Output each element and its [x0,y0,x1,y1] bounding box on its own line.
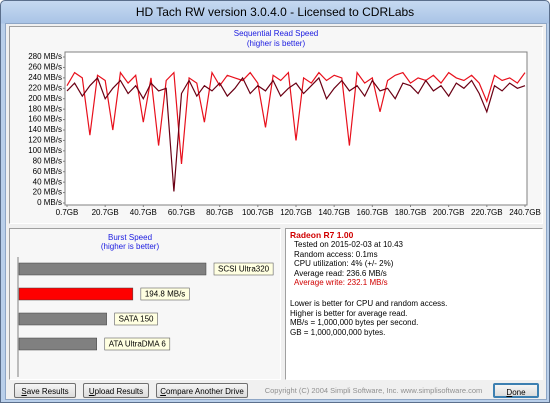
y-tick-label: 20 MB/s [33,188,62,197]
speed-line [66,76,526,192]
chart-title: Sequential Read Speed [234,29,319,38]
speed-line [66,70,526,164]
bar [18,262,207,276]
seq-panel: Sequential Read Speed (higher is better) 0… [9,26,543,224]
burst-panel: Burst Speed (higher is better) SCSI Ultra3… [9,228,281,380]
burst-chart: Burst Speed(higher is better) SCSI Ultra3… [17,233,274,377]
result-line: Average write: 232.1 MB/s [294,278,388,288]
x-tick-label: 40.7GB [130,208,157,217]
x-tick-label: 120.7GB [280,208,312,217]
bar-label: SCSI Ultra320 [218,265,270,274]
x-tick-label: 20.7GB [92,208,119,217]
y-tick-label: 140 MB/s [28,125,62,134]
note: GB = 1,000,000,000 bytes. [290,327,386,337]
button[interactable]: Compare Another Drive [156,383,248,398]
label-box [114,312,158,326]
y-tick-label: 60 MB/s [33,167,62,176]
y-tick-label: 80 MB/s [33,156,62,165]
x-tick-label: 220.7GB [471,208,503,217]
bar [18,337,97,351]
y-tick-label: 40 MB/s [33,177,62,186]
bar [18,287,134,301]
y-tick-label: 0 MB/s [37,198,62,207]
window-title: HD Tach RW version 3.0.4.0 - Licensed to… [135,5,415,19]
result-line: CPU utilization: 4% (+/- 2%) [294,259,394,269]
y-tick-label: 280 MB/s [28,52,62,61]
label-box [213,262,274,276]
done-button[interactable]: Done [493,383,539,398]
y-tick-label: 200 MB/s [28,94,62,103]
x-tick-label: 100.7GB [242,208,274,217]
result-line: Random access: 0.1ms [294,249,378,259]
y-tick-label: 240 MB/s [28,73,62,82]
label-box [140,287,190,301]
note: Lower is better for CPU and random acces… [290,299,448,309]
result-line: Tested on 2015-02-03 at 10.43 [294,240,403,250]
note: Higher is better for average read. [290,308,408,318]
x-tick-label: 200.7GB [433,208,465,217]
x-tick-label: 160.7GB [357,208,389,217]
drive-name: Radeon R7 1.00 [290,230,354,240]
button[interactable]: Save Results [14,383,76,398]
chart-subtitle: (higher is better) [101,242,160,251]
notes: Lower is better for CPU and random acces… [290,299,538,337]
y-tick-label: 260 MB/s [28,63,62,72]
y-tick-label: 100 MB/s [28,146,62,155]
y-tick-label: 220 MB/s [28,83,62,92]
info-panel: Radeon R7 1.00 Tested on 2015-02-03 at 1… [285,228,543,380]
seq-chart: Sequential Read Speed(higher is better) 0… [28,29,541,217]
x-tick-label: 180.7GB [395,208,427,217]
x-tick-label: 60.7GB [168,208,195,217]
x-tick-label: 0.7GB [56,208,79,217]
note: MB/s = 1,000,000 bytes per second. [290,318,419,328]
window-body: Sequential Read Speed (higher is better) 0… [5,23,547,400]
bar-label: ATA UltraDMA 6 [109,340,167,349]
bar-label: SATA 150 [119,315,154,324]
chart-subtitle: (higher is better) [247,39,306,48]
chart-title: Burst Speed [108,233,152,242]
x-tick-label: 140.7GB [318,208,350,217]
x-tick-label: 80.7GB [206,208,233,217]
result-line: Average read: 236.6 MB/s [294,268,387,278]
button[interactable]: Upload Results [83,383,149,398]
bar [18,312,107,326]
x-tick-label: 240.7GB [509,208,541,217]
plot-area [64,51,528,206]
y-tick-label: 180 MB/s [28,104,62,113]
label-box [104,337,171,351]
y-tick-label: 160 MB/s [28,115,62,124]
result-lines: Tested on 2015-02-03 at 10.43 Random acce… [290,240,538,287]
value-label: 194.8 MB/s [145,290,185,299]
y-tick-label: 120 MB/s [28,136,62,145]
copyright: Copyright (C) 2004 Simpli Software, Inc.… [264,386,483,395]
